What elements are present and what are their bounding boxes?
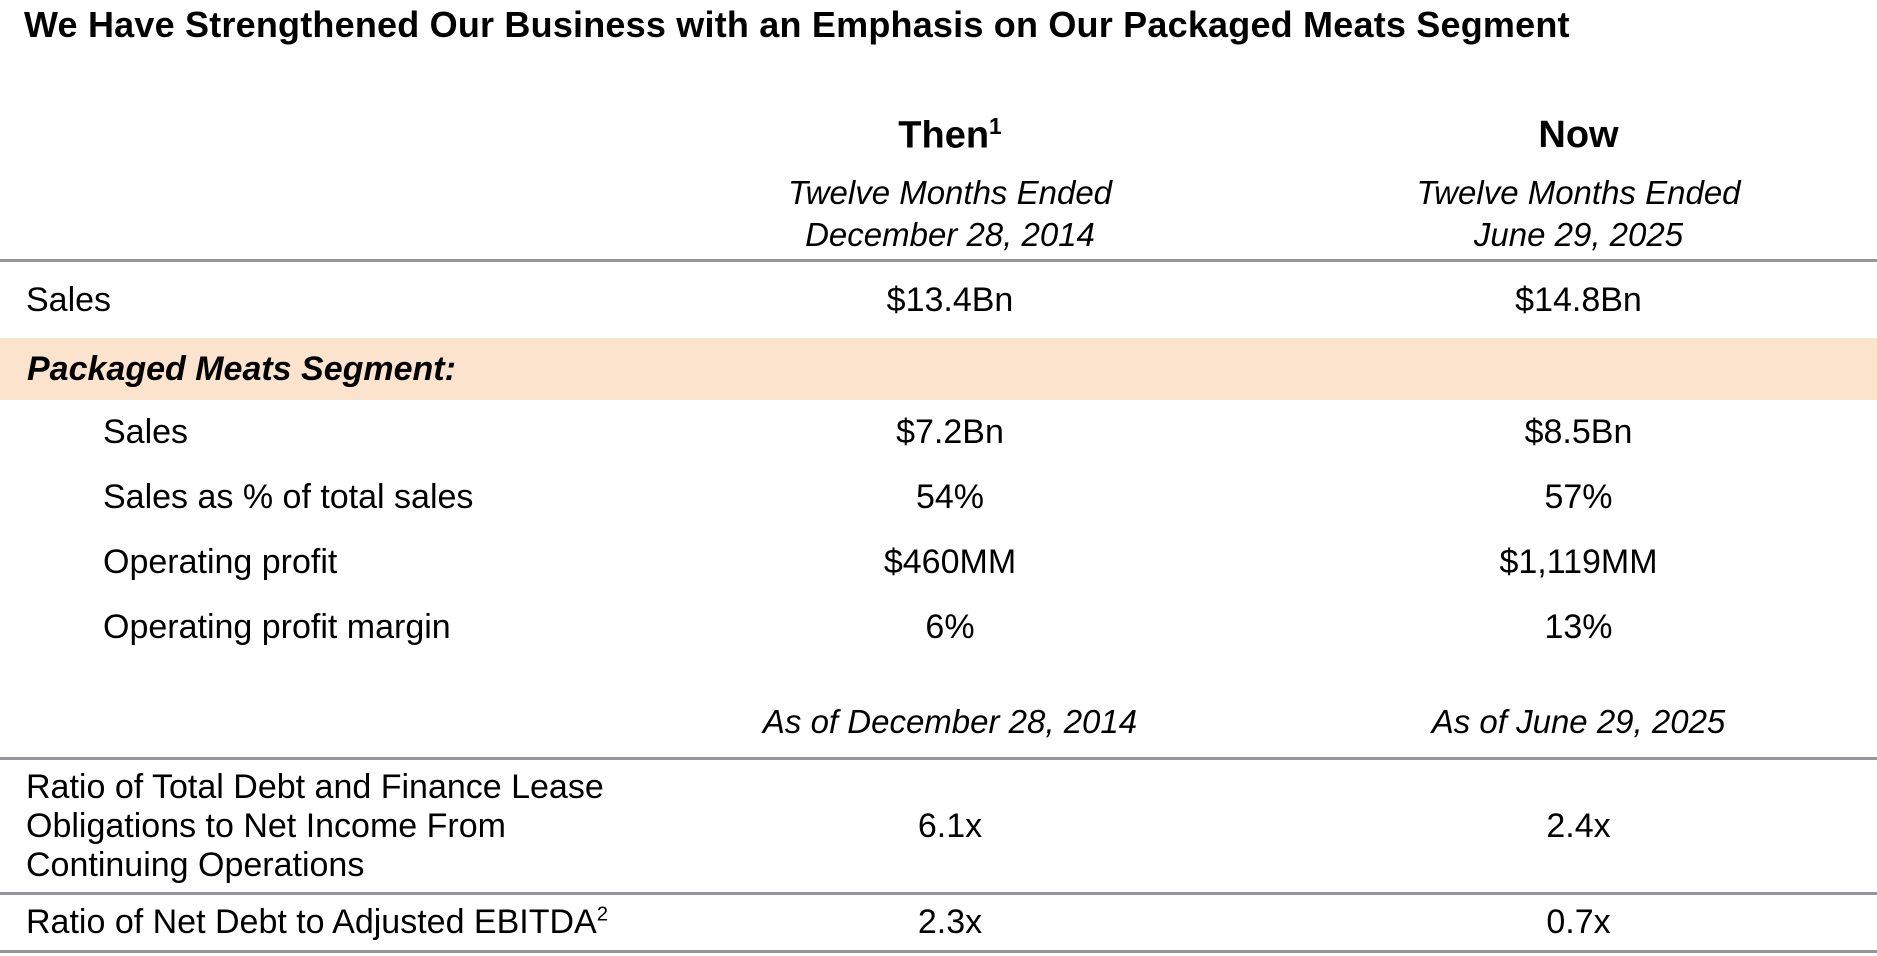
now-value: 2.4x — [1546, 806, 1611, 845]
row-label: Sales — [103, 413, 189, 451]
label-line: Continuing Operations — [26, 845, 365, 884]
row-ratio-netdebt-to-ebitda: Ratio of Net Debt to Adjusted EBITDA2 2.… — [0, 892, 1877, 953]
column-header-now: Now — [1538, 113, 1619, 156]
then-value: $460MM — [883, 543, 1017, 581]
row-label: Sales as % of total sales — [103, 478, 474, 516]
comparison-table: Then1 Now Twelve Months Ended December 2… — [0, 100, 1877, 953]
period-subtitles-row: Twelve Months Ended December 28, 2014 Tw… — [0, 170, 1877, 259]
now-value: 0.7x — [1546, 903, 1611, 941]
now-value: 13% — [1544, 608, 1613, 646]
period-subtitle-then: Twelve Months Ended December 28, 2014 — [620, 170, 1280, 256]
empty-cell — [0, 756, 620, 757]
row-pm-sales: Sales $7.2Bn $8.5Bn — [0, 400, 1877, 465]
row-pm-operating-profit: Operating profit $460MM $1,119MM — [0, 530, 1877, 595]
row-section-packaged-meats: Packaged Meats Segment: — [0, 338, 1877, 400]
then-value: 6% — [925, 608, 975, 646]
asof-then: As of December 28, 2014 — [762, 703, 1138, 740]
section-label: Packaged Meats Segment: — [27, 349, 456, 388]
row-label: Operating profit margin — [103, 608, 451, 646]
row-asof-dates: As of December 28, 2014 As of June 29, 2… — [0, 660, 1877, 757]
then-value: 2.3x — [917, 903, 983, 941]
row-label: Ratio of Net Debt to Adjusted EBITDA2 — [0, 903, 620, 942]
subtitle-line: June 29, 2025 — [1473, 216, 1684, 253]
now-value: $8.5Bn — [1524, 413, 1633, 451]
empty-cell — [0, 135, 620, 136]
page-title: We Have Strengthened Our Business with a… — [24, 4, 1570, 45]
then-value: $7.2Bn — [896, 413, 1004, 451]
now-value: $1,119MM — [1499, 543, 1658, 581]
then-value: 6.1x — [917, 806, 983, 845]
empty-cell — [620, 369, 1280, 370]
row-label: Operating profit — [103, 543, 338, 581]
subtitle-line: Twelve Months Ended — [787, 174, 1113, 211]
empty-cell — [0, 170, 620, 171]
asof-now: As of June 29, 2025 — [1431, 703, 1726, 740]
label-line: Ratio of Total Debt and Finance Lease — [26, 767, 604, 806]
column-header-then: Then1 — [620, 113, 1280, 158]
empty-cell — [1280, 369, 1877, 370]
row-pm-sales-pct: Sales as % of total sales 54% 57% — [0, 465, 1877, 530]
then-label: Then — [898, 114, 990, 157]
row-total-sales: Sales $13.4Bn $14.8Bn — [0, 259, 1877, 338]
period-subtitle-now: Twelve Months Ended June 29, 2025 — [1280, 170, 1877, 256]
row-label: Sales — [26, 280, 112, 319]
then-value: $13.4Bn — [886, 280, 1014, 319]
row-ratio-debt-to-net-income: Ratio of Total Debt and Finance Lease Ob… — [0, 757, 1877, 892]
now-value: 57% — [1544, 478, 1613, 516]
now-value: $14.8Bn — [1515, 280, 1642, 319]
subtitle-line: December 28, 2014 — [805, 216, 1095, 253]
ratio-label: Ratio of Net Debt to Adjusted EBITDA — [26, 903, 597, 941]
footnote-ref-1: 1 — [989, 112, 1002, 139]
column-headers-row: Then1 Now — [0, 100, 1877, 170]
subtitle-line: Twelve Months Ended — [1416, 174, 1741, 211]
footnote-ref-2: 2 — [596, 903, 609, 926]
row-pm-operating-profit-margin: Operating profit margin 6% 13% — [0, 595, 1877, 660]
row-label: Ratio of Total Debt and Finance Lease Ob… — [0, 768, 620, 885]
then-value: 54% — [915, 478, 985, 516]
label-line: Obligations to Net Income From — [26, 806, 506, 845]
